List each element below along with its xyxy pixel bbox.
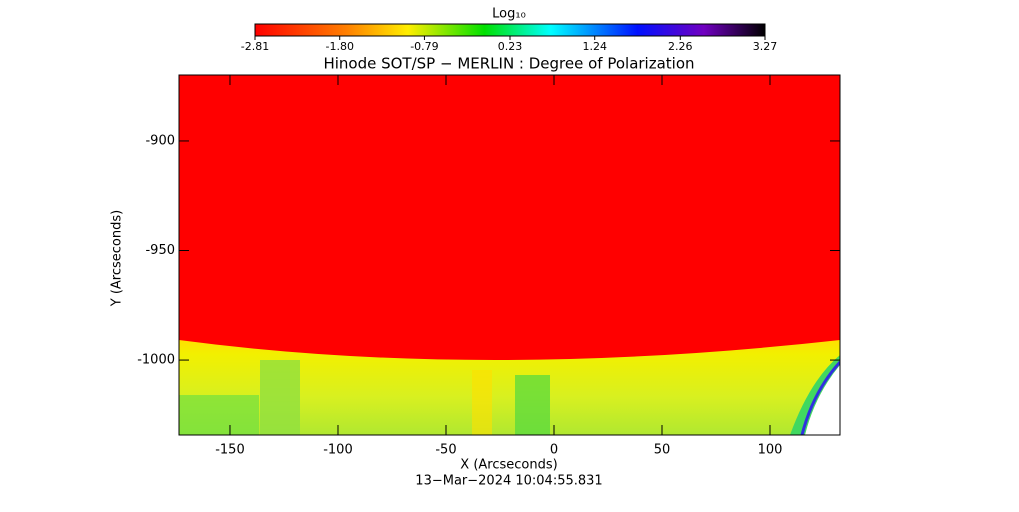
plot-frame bbox=[178, 74, 841, 436]
x-tick-label: -150 bbox=[215, 443, 245, 458]
x-tick-label: -50 bbox=[435, 443, 456, 458]
colorbar-tick-label: 2.26 bbox=[668, 40, 693, 53]
colorbar-tick-label: -2.81 bbox=[241, 40, 269, 53]
x-tick-label: 50 bbox=[654, 443, 671, 458]
solar-image bbox=[179, 75, 840, 435]
colorbar bbox=[254, 23, 766, 37]
chart-title: Hinode SOT/SP − MERLIN : Degree of Polar… bbox=[323, 55, 694, 73]
x-tick-label: 0 bbox=[550, 443, 558, 458]
colorbar-tick-label: -0.79 bbox=[410, 40, 438, 53]
colorbar-tick-label: 3.27 bbox=[753, 40, 778, 53]
colorbar-label: Log₁₀ bbox=[492, 7, 526, 22]
x-tick-label: 100 bbox=[758, 443, 783, 458]
y-tick-label: -950 bbox=[145, 243, 175, 258]
y-tick-label: -1000 bbox=[137, 353, 175, 368]
timestamp: 13−Mar−2024 10:04:55.831 bbox=[415, 474, 602, 489]
y-axis-label: Y (Arcseconds) bbox=[110, 210, 125, 307]
colorbar-tick-label: -1.80 bbox=[325, 40, 353, 53]
colorbar-tick-label: 0.23 bbox=[498, 40, 523, 53]
x-tick-label: -100 bbox=[323, 443, 353, 458]
colorbar-tick-label: 1.24 bbox=[582, 40, 607, 53]
y-tick-label: -900 bbox=[145, 133, 175, 148]
x-axis-label: X (Arcseconds) bbox=[460, 458, 557, 473]
